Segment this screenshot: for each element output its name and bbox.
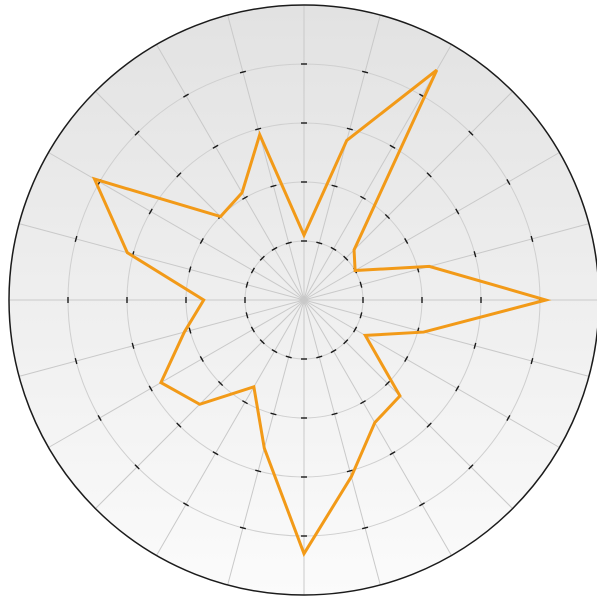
ring-tick <box>271 246 278 252</box>
ring-tick <box>455 385 460 392</box>
ring-tick <box>259 339 265 345</box>
ring-tick <box>346 469 353 473</box>
ring-tick <box>419 502 425 507</box>
ring-tick <box>74 357 78 365</box>
ring-tick <box>455 208 460 215</box>
grid-spoke <box>303 14 381 301</box>
ring-tick <box>285 355 292 359</box>
ring-tick <box>384 213 391 220</box>
ring-tick <box>468 464 474 470</box>
ring-tick <box>530 357 534 365</box>
ring-tick <box>250 326 256 333</box>
grid-spoke <box>303 152 560 301</box>
grid-spoke <box>303 299 560 448</box>
grid-spoke <box>48 152 305 301</box>
ring-tick <box>245 312 249 319</box>
ring-tick <box>239 526 247 530</box>
grid-spoke <box>227 299 305 586</box>
ring-tick <box>346 127 353 131</box>
ring-tick <box>404 356 409 362</box>
ring-tick <box>199 238 204 244</box>
ring-tick <box>506 179 511 185</box>
ring-tick <box>360 400 366 405</box>
ring-tick <box>404 238 409 244</box>
ring-tick <box>97 415 102 421</box>
ring-tick <box>183 93 189 98</box>
ring-tick <box>473 251 477 258</box>
ring-tick <box>188 266 192 273</box>
grid-spoke <box>303 44 452 301</box>
ring-tick <box>530 235 534 243</box>
ring-tick <box>270 184 277 188</box>
ring-tick <box>426 422 432 428</box>
ring-tick <box>212 144 219 149</box>
ring-tick <box>316 241 323 245</box>
ring-tick <box>389 451 396 456</box>
ring-tick <box>259 255 265 261</box>
ring-tick <box>217 380 224 387</box>
grid-spoke <box>303 299 590 377</box>
ring-tick <box>188 327 192 334</box>
outer-frame <box>8 4 597 596</box>
ring-tick <box>245 281 249 288</box>
ring-tick <box>331 184 338 188</box>
ring-tick <box>255 127 262 131</box>
ring-tick <box>361 70 369 74</box>
grid-spoke <box>18 223 305 301</box>
ring-tick <box>426 172 432 178</box>
series-layer <box>91 68 552 558</box>
ring-tick <box>359 281 363 288</box>
grid-spoke <box>48 299 305 448</box>
ring-tick <box>134 464 140 470</box>
ring-tick <box>176 172 182 178</box>
grid-spoke <box>95 91 305 301</box>
ring-tick <box>506 415 511 421</box>
grid-spoke <box>227 14 305 301</box>
ring-tick <box>183 502 189 507</box>
grid-spoke <box>303 91 513 301</box>
grid-spoke <box>303 223 590 301</box>
ring-tick <box>361 526 369 530</box>
ring-tick <box>255 469 262 473</box>
ring-tick <box>148 385 153 392</box>
ring-tick <box>389 144 396 149</box>
grid-spoke <box>156 299 305 556</box>
ring-tick <box>74 235 78 243</box>
ring-tick <box>199 356 204 362</box>
ring-tick <box>212 451 219 456</box>
ring-tick <box>330 246 337 252</box>
grid-spoke <box>303 299 452 556</box>
ring-tick <box>176 422 182 428</box>
ring-tick <box>285 241 292 245</box>
ring-tick <box>468 130 474 136</box>
grid-spoke <box>18 299 305 377</box>
ring-tick <box>384 380 391 387</box>
ring-tick <box>242 195 248 200</box>
ring-tick <box>359 312 363 319</box>
grid <box>9 5 597 595</box>
ring-tick <box>271 348 278 354</box>
ring-tick <box>473 342 477 349</box>
ring-tick <box>134 130 140 136</box>
grid-spoke <box>303 299 381 586</box>
grid-spoke <box>156 44 305 301</box>
ring-tick <box>343 339 349 345</box>
ring-tick <box>352 326 358 333</box>
ring-tick <box>343 255 349 261</box>
ring-tick <box>316 355 323 359</box>
ring-tick <box>360 195 366 200</box>
ring-tick <box>148 208 153 215</box>
ring-tick <box>242 400 248 405</box>
ring-tick <box>239 70 247 74</box>
ring-tick <box>131 342 135 349</box>
ring-tick <box>250 267 256 274</box>
ring-tick <box>330 348 337 354</box>
grid-spoke <box>303 299 513 509</box>
ring-tick <box>331 412 338 416</box>
ring-tick <box>270 412 277 416</box>
